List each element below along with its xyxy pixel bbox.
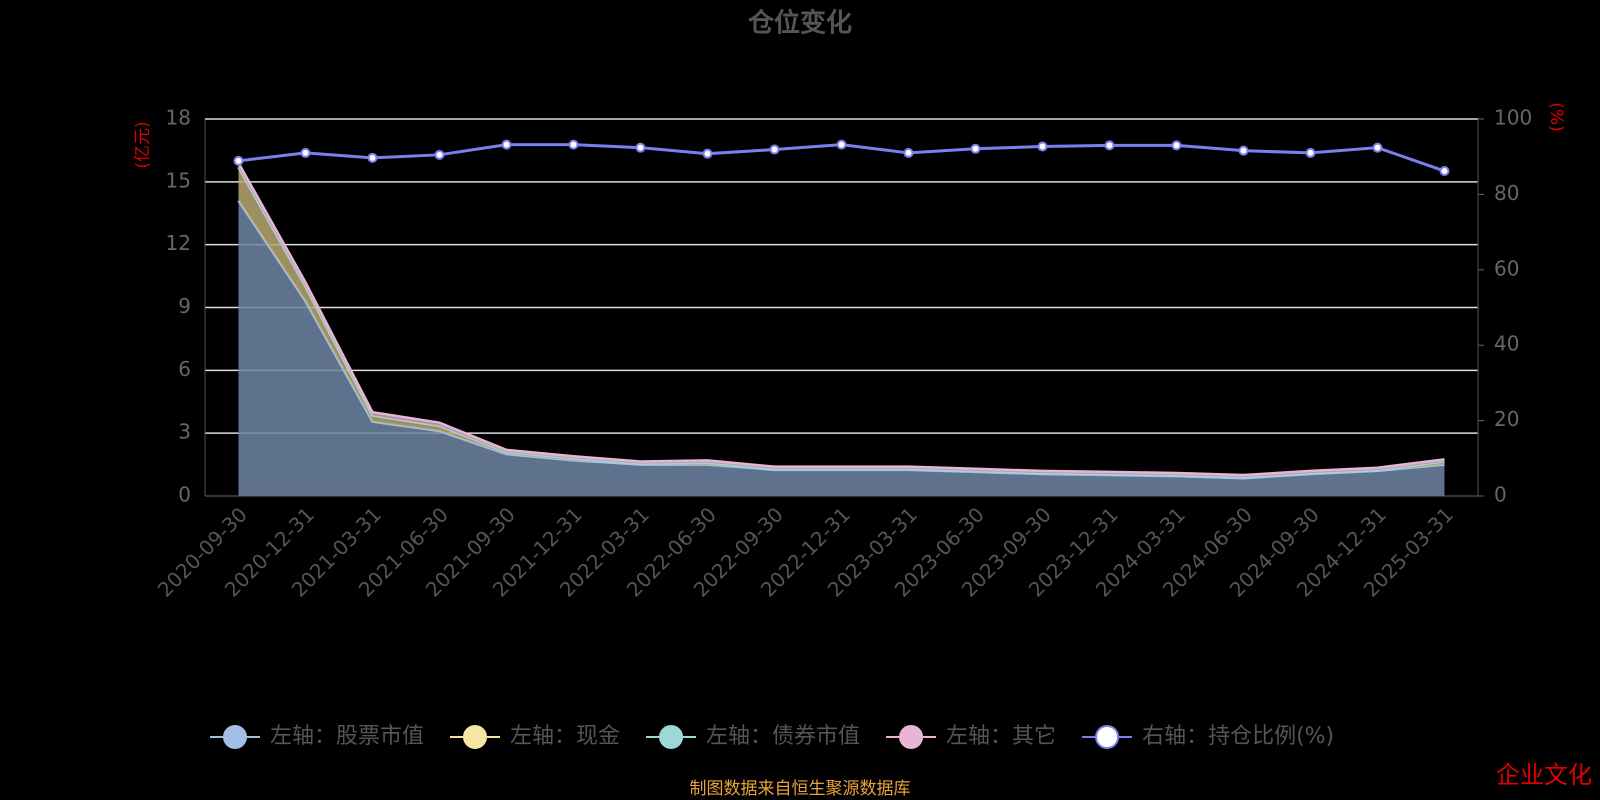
watermark: 企业文化: [1496, 761, 1592, 789]
legend-item[interactable]: 左轴：现金: [450, 724, 620, 749]
line-marker: [836, 139, 847, 150]
y2-tick-label: 100: [1494, 106, 1532, 130]
y2-tick-label: 40: [1494, 332, 1519, 356]
legend-marker: [659, 725, 684, 749]
legend-marker: [463, 725, 488, 749]
line-marker: [434, 149, 445, 160]
line-marker: [903, 147, 914, 158]
legend-item[interactable]: 左轴：股票市值: [210, 724, 424, 749]
legend-label: 左轴：现金: [510, 724, 620, 749]
legend-item[interactable]: 左轴：其它: [886, 724, 1056, 749]
y-axis-label: (亿元): [133, 121, 153, 168]
y-tick-label: 0: [178, 483, 191, 507]
line-marker: [1439, 166, 1450, 177]
y2-axis-label: (%): [1546, 102, 1566, 131]
line-marker: [501, 139, 512, 150]
line-marker: [1238, 145, 1249, 156]
line-marker: [769, 144, 780, 155]
legend-item[interactable]: 右轴：持仓比例(%): [1082, 724, 1334, 749]
y-tick-label: 18: [166, 106, 191, 130]
legend-marker: [899, 725, 924, 749]
area: [238, 200, 1445, 496]
y2-tick-label: 20: [1494, 407, 1519, 431]
line-marker: [970, 143, 981, 154]
line-marker: [233, 155, 244, 166]
y-tick-label: 3: [178, 420, 191, 444]
y-tick-label: 6: [178, 357, 191, 381]
legend-marker: [1095, 725, 1120, 749]
area-line: [237, 162, 1445, 477]
y-tick-label: 15: [166, 168, 191, 192]
line-marker: [635, 142, 646, 153]
line-marker: [1104, 140, 1115, 151]
line-marker: [1305, 147, 1316, 158]
source-note: 制图数据来自恒生聚源数据库: [690, 779, 911, 799]
line-marker: [367, 152, 378, 163]
chart-title: 仓位变化: [747, 8, 852, 39]
legend-label: 左轴：债券市值: [706, 724, 860, 749]
y-tick-label: 9: [178, 294, 191, 318]
y2-tick-label: 60: [1494, 256, 1519, 280]
legend-label: 右轴：持仓比例(%): [1142, 724, 1334, 749]
line-marker: [300, 147, 311, 158]
line-marker: [702, 148, 713, 159]
legend-item[interactable]: 左轴：债券市值: [646, 724, 860, 749]
legend-label: 左轴：股票市值: [270, 724, 424, 749]
line-marker: [1372, 142, 1383, 153]
legend-label: 左轴：其它: [946, 724, 1056, 749]
y2-tick-label: 0: [1494, 483, 1507, 507]
y2-tick-label: 80: [1494, 181, 1519, 205]
line-marker: [1037, 141, 1048, 152]
line-marker: [568, 139, 579, 150]
line-marker: [1171, 140, 1182, 151]
legend-marker: [223, 725, 247, 749]
y-tick-label: 12: [166, 231, 191, 255]
